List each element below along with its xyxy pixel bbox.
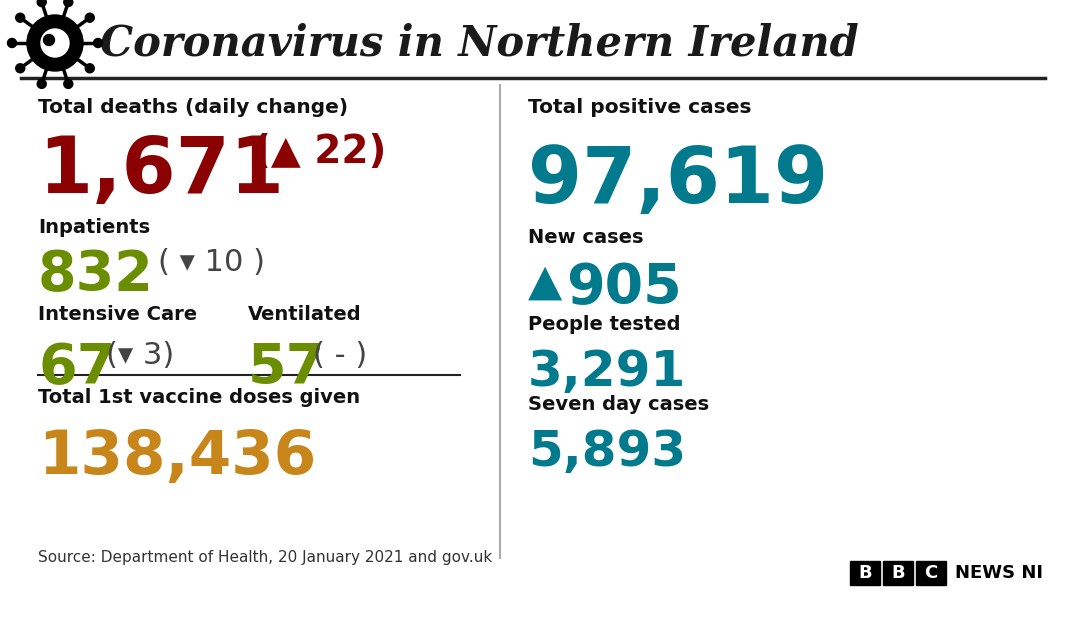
- Circle shape: [64, 0, 72, 6]
- Text: 1,671: 1,671: [38, 133, 284, 209]
- Text: Intensive Care: Intensive Care: [38, 305, 197, 324]
- Text: ( - ): ( - ): [313, 341, 368, 370]
- Text: Source: Department of Health, 20 January 2021 and gov.uk: Source: Department of Health, 20 January…: [38, 550, 492, 565]
- Text: Total 1st vaccine doses given: Total 1st vaccine doses given: [38, 388, 360, 407]
- Text: Ventilated: Ventilated: [248, 305, 361, 324]
- Circle shape: [41, 29, 69, 57]
- Text: 138,436: 138,436: [38, 428, 317, 487]
- Text: People tested: People tested: [528, 315, 680, 334]
- FancyBboxPatch shape: [883, 561, 912, 585]
- Circle shape: [27, 15, 83, 71]
- Circle shape: [16, 13, 25, 22]
- Text: Seven day cases: Seven day cases: [528, 395, 709, 414]
- Text: Total deaths (daily change): Total deaths (daily change): [38, 98, 349, 117]
- Text: 905: 905: [566, 261, 682, 315]
- Text: NEWS NI: NEWS NI: [955, 564, 1043, 582]
- Text: 832: 832: [38, 248, 154, 302]
- Text: ▲: ▲: [528, 261, 562, 304]
- Text: B: B: [891, 564, 905, 582]
- Text: New cases: New cases: [528, 228, 644, 247]
- Circle shape: [37, 0, 46, 6]
- Circle shape: [16, 64, 25, 73]
- Circle shape: [44, 35, 54, 46]
- Text: Coronavirus in Northern Ireland: Coronavirus in Northern Ireland: [100, 22, 859, 64]
- Text: C: C: [924, 564, 938, 582]
- Text: 3,291: 3,291: [528, 348, 687, 396]
- Circle shape: [7, 39, 16, 47]
- Text: Total positive cases: Total positive cases: [528, 98, 752, 117]
- Text: Inpatients: Inpatients: [38, 218, 150, 237]
- Text: ( ▾ 10 ): ( ▾ 10 ): [158, 248, 265, 277]
- FancyBboxPatch shape: [850, 561, 881, 585]
- Text: (▾ 3): (▾ 3): [106, 341, 174, 370]
- Text: B: B: [858, 564, 872, 582]
- Circle shape: [64, 79, 72, 89]
- Text: 97,619: 97,619: [528, 143, 828, 219]
- Circle shape: [85, 13, 94, 22]
- Text: 5,893: 5,893: [528, 428, 687, 476]
- Circle shape: [94, 39, 102, 47]
- Text: (▲ 22): (▲ 22): [253, 133, 386, 171]
- Text: 57: 57: [248, 341, 325, 395]
- Text: 67: 67: [38, 341, 115, 395]
- Circle shape: [37, 79, 46, 89]
- Circle shape: [85, 64, 94, 73]
- FancyBboxPatch shape: [916, 561, 946, 585]
